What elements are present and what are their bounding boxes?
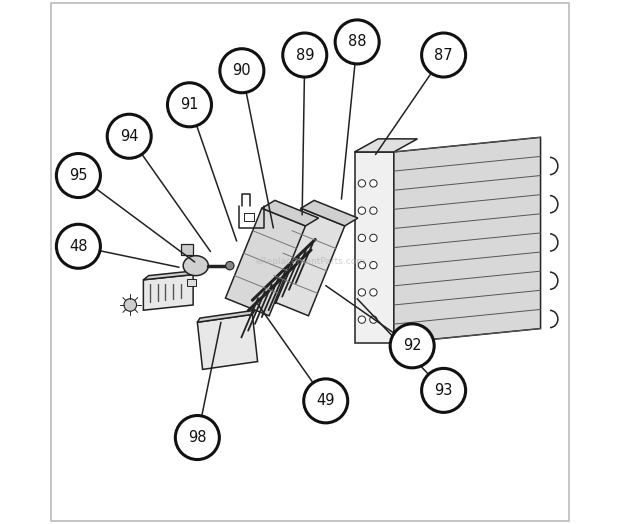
Circle shape	[358, 289, 366, 296]
Polygon shape	[197, 314, 257, 369]
Polygon shape	[355, 152, 394, 343]
Text: 49: 49	[316, 394, 335, 408]
FancyBboxPatch shape	[51, 3, 569, 521]
Circle shape	[370, 261, 377, 269]
Circle shape	[226, 261, 234, 270]
Circle shape	[107, 114, 151, 158]
Text: 98: 98	[188, 430, 206, 445]
Text: 87: 87	[434, 48, 453, 62]
FancyBboxPatch shape	[187, 279, 196, 286]
Polygon shape	[262, 200, 319, 226]
Text: 48: 48	[69, 239, 87, 254]
Text: 94: 94	[120, 129, 138, 144]
Circle shape	[335, 20, 379, 64]
Polygon shape	[265, 208, 345, 316]
Ellipse shape	[183, 256, 208, 276]
Circle shape	[422, 368, 466, 412]
Text: 92: 92	[403, 339, 422, 353]
Circle shape	[370, 180, 377, 187]
Text: 95: 95	[69, 168, 87, 183]
Circle shape	[358, 234, 366, 242]
Text: 88: 88	[348, 35, 366, 49]
Circle shape	[358, 316, 366, 323]
Polygon shape	[143, 275, 193, 310]
Polygon shape	[197, 310, 255, 322]
Polygon shape	[355, 139, 417, 152]
Circle shape	[358, 261, 366, 269]
Text: 90: 90	[232, 63, 251, 78]
Circle shape	[56, 154, 100, 198]
Circle shape	[358, 180, 366, 187]
Circle shape	[370, 234, 377, 242]
Circle shape	[167, 83, 211, 127]
Circle shape	[56, 224, 100, 268]
Text: 89: 89	[296, 48, 314, 62]
FancyBboxPatch shape	[180, 244, 193, 255]
Text: eReplacementParts.com: eReplacementParts.com	[255, 257, 365, 267]
Circle shape	[422, 33, 466, 77]
Circle shape	[283, 33, 327, 77]
Polygon shape	[143, 270, 198, 280]
Polygon shape	[394, 137, 541, 343]
Circle shape	[175, 416, 219, 460]
Circle shape	[370, 207, 377, 214]
Circle shape	[370, 289, 377, 296]
Circle shape	[124, 299, 136, 311]
Circle shape	[370, 316, 377, 323]
Polygon shape	[226, 208, 306, 316]
Circle shape	[304, 379, 348, 423]
Circle shape	[390, 324, 434, 368]
Polygon shape	[301, 200, 358, 226]
Text: 93: 93	[435, 383, 453, 398]
Text: 91: 91	[180, 97, 199, 112]
Circle shape	[220, 49, 264, 93]
Circle shape	[358, 207, 366, 214]
